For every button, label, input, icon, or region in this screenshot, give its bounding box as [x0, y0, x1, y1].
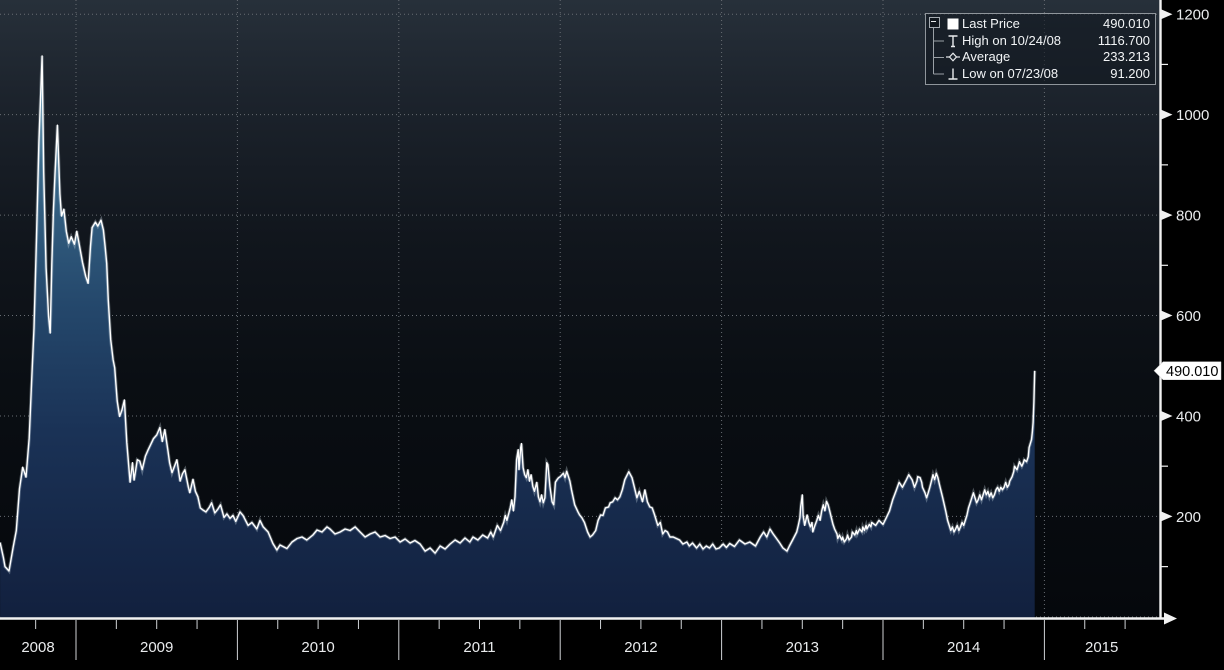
legend-label: Low on 07/23/08: [962, 65, 1059, 81]
high-marker-icon: [944, 33, 962, 49]
legend-tree-bracket: [933, 24, 944, 75]
legend-value: 490.010: [1103, 16, 1150, 31]
legend-collapse-box[interactable]: [929, 17, 940, 28]
price-line: [0, 55, 1036, 572]
last-price-axis-tag: 490.010: [1153, 361, 1222, 381]
x-axis-year-label: 2014: [947, 639, 980, 656]
legend-value: 233.213: [1103, 49, 1150, 64]
y-axis-tick-label: 400: [1176, 408, 1201, 425]
legend-value: 1116.700: [1097, 32, 1150, 48]
y-axis-tick-arrow-icon: [1161, 109, 1173, 120]
x-axis-year-label: 2009: [140, 639, 173, 656]
x-axis-year-label: 2008: [21, 639, 54, 656]
legend-label: Average: [962, 49, 1011, 64]
average-marker-icon: [944, 49, 962, 65]
x-axis-year-label: 2010: [301, 639, 334, 656]
y-axis-tick-arrow-icon: [1161, 210, 1173, 221]
legend-label: Last Price: [962, 16, 1020, 31]
low-marker-icon: [944, 66, 962, 82]
legend-row-low: Low on 07/23/08 91.200: [928, 66, 1150, 83]
x-axis-year-label: 2012: [624, 639, 657, 656]
y-axis-tick-arrow-icon: [1161, 9, 1173, 20]
legend-label: High on 10/24/08: [962, 32, 1062, 48]
y-axis-tick-arrow-icon: [1161, 410, 1173, 421]
chart-legend: Last Price 490.010 High on 10/24/08 1116…: [925, 13, 1156, 85]
last-price-tag-value: 490.010: [1166, 364, 1218, 380]
y-axis-tick-label: 600: [1176, 308, 1201, 325]
y-axis-tick-label: 1200: [1176, 7, 1209, 24]
last-price-swatch-icon: [944, 16, 962, 32]
legend-row-last-price: Last Price 490.010: [928, 16, 1150, 33]
y-axis-tick-arrow-icon: [1161, 310, 1173, 321]
x-axis-year-label: 2013: [786, 639, 819, 656]
y-axis-tick-label: 200: [1176, 509, 1201, 526]
x-axis-year-label: 2011: [463, 639, 495, 656]
y-axis-tick-label: 1000: [1176, 107, 1209, 124]
legend-row-high: High on 10/24/08 1116.700: [928, 33, 1150, 50]
y-axis-tick-label: 800: [1176, 208, 1201, 225]
legend-row-average: Average 233.213: [928, 49, 1150, 66]
price-area-fill: [0, 56, 1035, 618]
x-axis-arrow-icon: [1164, 612, 1177, 625]
x-axis-year-label: 2015: [1085, 639, 1118, 656]
legend-value: 91.200: [1110, 65, 1150, 81]
y-axis-tick-arrow-icon: [1161, 511, 1173, 522]
